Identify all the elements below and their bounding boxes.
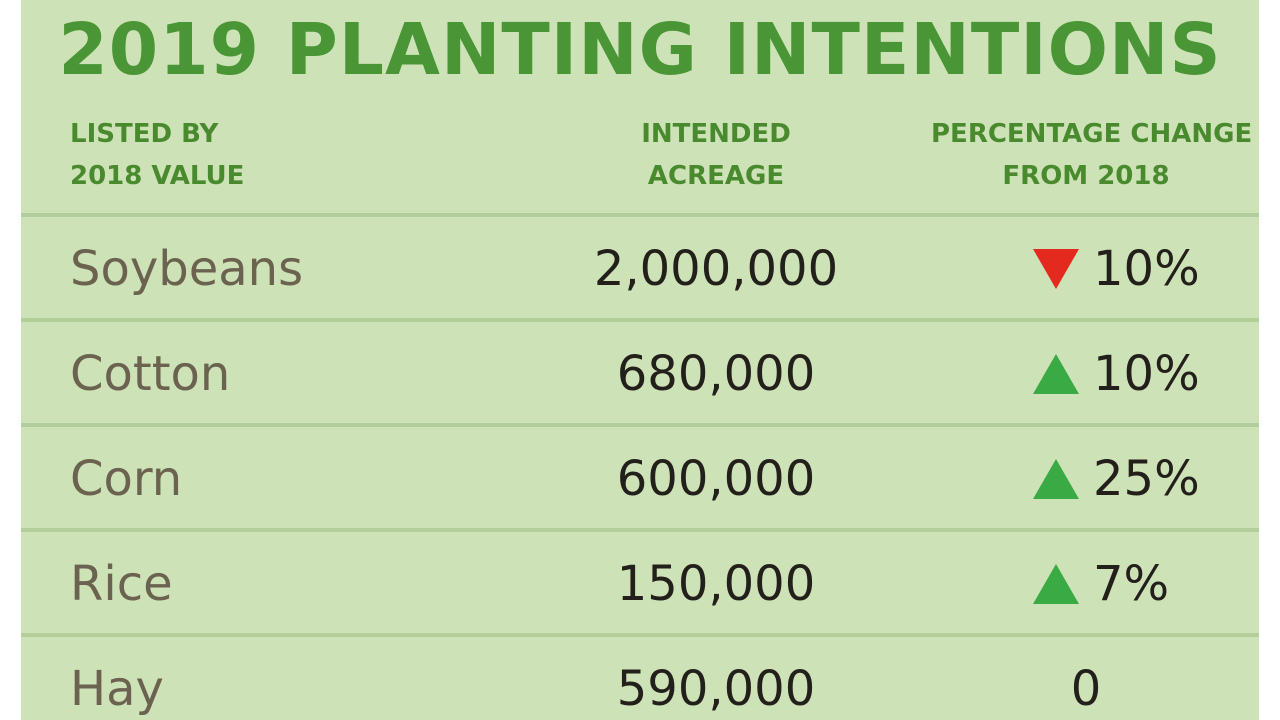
- header-crop-line-2: 2018 VALUE: [70, 161, 245, 191]
- triangle-up-icon: [1033, 354, 1079, 394]
- table-row: Corn 600,000 25%: [21, 427, 1259, 532]
- row-divider: [21, 528, 1259, 532]
- crop-name: Cotton: [70, 346, 231, 402]
- crop-name: Soybeans: [70, 241, 304, 297]
- intended-acreage: 2,000,000: [593, 241, 839, 297]
- header-change: PERCENTAGE CHANGE FROM 2018: [931, 113, 1253, 197]
- header-change-line-1: PERCENTAGE CHANGE: [931, 119, 1253, 149]
- header-acreage: INTENDED ACREAGE: [601, 113, 831, 197]
- table-row: Soybeans 2,000,000 10%: [21, 217, 1259, 322]
- row-divider: [21, 633, 1259, 637]
- crop-name: Corn: [70, 451, 183, 507]
- change-value: 7%: [1093, 556, 1170, 612]
- page-title: 2019 PLANTING INTENTIONS: [58, 8, 1222, 91]
- row-divider: [21, 318, 1259, 322]
- change-value: 25%: [1093, 451, 1200, 507]
- row-divider: [21, 423, 1259, 427]
- change-value: 10%: [1093, 241, 1200, 297]
- triangle-up-icon: [1033, 459, 1079, 499]
- table-row: Hay 590,000 0: [21, 637, 1259, 720]
- percentage-change: 0: [1031, 637, 1251, 720]
- change-value: 10%: [1093, 346, 1200, 402]
- percentage-change: 25%: [1031, 427, 1251, 532]
- header-crop-line-1: LISTED BY: [70, 119, 219, 149]
- header-acreage-line-1: INTENDED: [641, 119, 791, 149]
- intended-acreage: 680,000: [616, 346, 816, 402]
- intended-acreage: 150,000: [616, 556, 816, 612]
- planting-intentions-panel: 2019 PLANTING INTENTIONS LISTED BY 2018 …: [21, 0, 1259, 720]
- percentage-change: 10%: [1031, 322, 1251, 427]
- intended-acreage: 590,000: [616, 661, 816, 717]
- change-value: 0: [1070, 661, 1102, 717]
- row-divider: [21, 213, 1259, 217]
- triangle-up-icon: [1033, 564, 1079, 604]
- header-change-line-2: FROM 2018: [1002, 161, 1170, 191]
- percentage-change: 7%: [1031, 532, 1251, 637]
- crop-name: Rice: [70, 556, 173, 612]
- header-crop: LISTED BY 2018 VALUE: [70, 113, 244, 197]
- crop-name: Hay: [70, 661, 164, 717]
- triangle-down-icon: [1033, 249, 1079, 289]
- table-row: Rice 150,000 7%: [21, 532, 1259, 637]
- header-acreage-line-2: ACREAGE: [647, 161, 785, 191]
- table-row: Cotton 680,000 10%: [21, 322, 1259, 427]
- intended-acreage: 600,000: [616, 451, 816, 507]
- percentage-change: 10%: [1031, 217, 1251, 322]
